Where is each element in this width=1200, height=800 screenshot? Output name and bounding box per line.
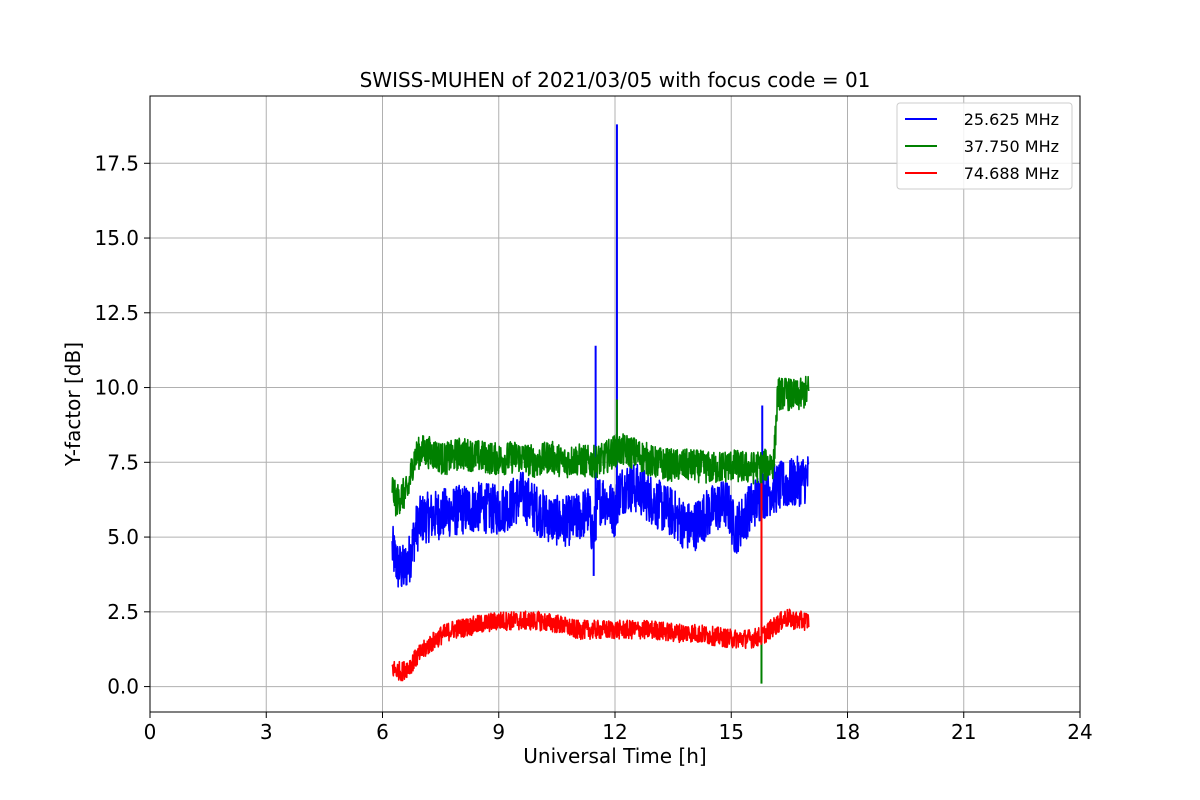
y-tick-label: 2.5 — [107, 600, 139, 624]
x-tick-label: 15 — [719, 720, 744, 744]
series-line — [391, 455, 810, 588]
x-axis-label: Universal Time [h] — [523, 744, 706, 768]
series-line — [391, 375, 810, 517]
x-tick-label: 9 — [492, 720, 505, 744]
legend: 25.625 MHz 37.750 MHz 74.688 MHz — [896, 102, 1073, 190]
y-tick-label: 10.0 — [94, 376, 139, 400]
x-tick-label: 6 — [376, 720, 389, 744]
y-axis-label: Y-factor [dB] — [61, 342, 85, 467]
series-layer — [391, 124, 810, 684]
legend-box — [896, 102, 1073, 190]
y-tick-label: 5.0 — [107, 525, 139, 549]
y-tick-label: 17.5 — [94, 151, 139, 175]
y-tick-label: 15.0 — [94, 226, 139, 250]
x-tick-label: 18 — [835, 720, 860, 744]
x-tick-label: 24 — [1067, 720, 1092, 744]
y-tick-label: 7.5 — [107, 450, 139, 474]
x-tick-label: 12 — [602, 720, 627, 744]
y-tick-label: 0.0 — [107, 675, 139, 699]
x-tick-label: 21 — [951, 720, 976, 744]
x-tick-label: 3 — [260, 720, 273, 744]
legend-entry-label: 74.688 MHz — [964, 164, 1059, 183]
legend-entry-label: 37.750 MHz — [964, 137, 1059, 156]
chart-title: SWISS-MUHEN of 2021/03/05 with focus cod… — [360, 68, 871, 92]
y-tick-label: 12.5 — [94, 301, 139, 325]
series-line — [391, 608, 810, 682]
x-tick-label: 0 — [144, 720, 157, 744]
legend-entry-label: 25.625 MHz — [964, 110, 1059, 129]
axis-ticks: 0 3 6 9 12 15 18 21 24 0.0 2.5 5.0 7.5 10.0 12.5 15.0 17… — [94, 151, 1092, 744]
